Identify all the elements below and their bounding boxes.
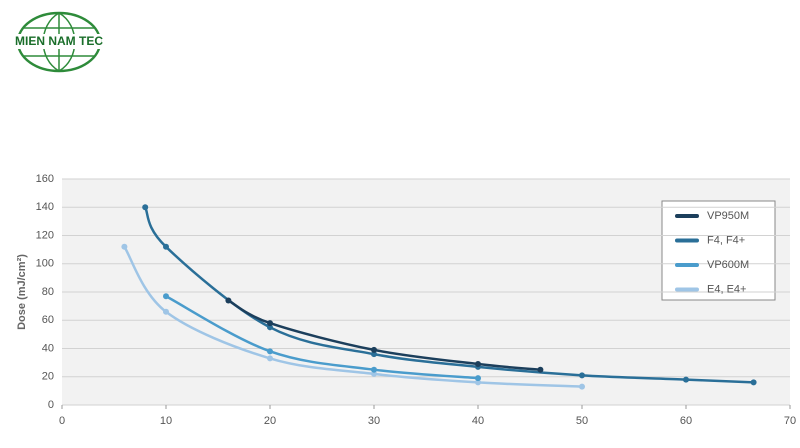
x-tick-label: 40 bbox=[472, 415, 484, 427]
y-tick-label: 0 bbox=[48, 399, 54, 411]
y-tick-label: 140 bbox=[36, 201, 54, 213]
x-tick-label: 0 bbox=[59, 415, 65, 427]
data-point bbox=[371, 366, 377, 373]
data-point bbox=[267, 324, 273, 331]
series-line bbox=[165, 295, 479, 380]
data-point bbox=[121, 243, 128, 250]
data-point bbox=[163, 308, 169, 315]
x-tick-label: 70 bbox=[784, 415, 796, 427]
data-point bbox=[750, 379, 757, 386]
logo-text: MIEN NAM TEC bbox=[15, 34, 103, 48]
data-point bbox=[537, 366, 544, 373]
legend-label: VP950M bbox=[707, 210, 749, 222]
data-point bbox=[163, 243, 169, 250]
logo-band bbox=[17, 34, 101, 49]
x-tick-label: 20 bbox=[264, 415, 276, 427]
y-tick-label: 20 bbox=[42, 371, 54, 383]
y-tick-label: 100 bbox=[36, 258, 54, 270]
data-point bbox=[475, 375, 481, 382]
data-point bbox=[371, 346, 377, 353]
data-point bbox=[267, 355, 273, 362]
y-tick-label: 60 bbox=[42, 314, 54, 326]
x-tick-label: 10 bbox=[160, 415, 172, 427]
x-tick-label: 60 bbox=[680, 415, 692, 427]
data-point bbox=[225, 297, 232, 304]
series-line bbox=[144, 206, 754, 384]
data-point bbox=[267, 348, 273, 355]
data-point bbox=[475, 379, 481, 386]
y-axis-label: Dose (mJ/cm²) bbox=[16, 254, 28, 330]
x-tick-label: 30 bbox=[368, 415, 380, 427]
legend-label: F4, F4+ bbox=[707, 234, 745, 246]
data-point bbox=[371, 351, 377, 358]
data-point bbox=[371, 370, 377, 377]
data-point bbox=[475, 361, 481, 368]
data-point bbox=[579, 383, 585, 390]
legend-label: E4, E4+ bbox=[707, 283, 746, 295]
data-point bbox=[683, 376, 689, 383]
x-tick-label: 50 bbox=[576, 415, 588, 427]
data-point bbox=[267, 320, 273, 327]
data-point bbox=[163, 293, 169, 300]
y-tick-label: 160 bbox=[36, 173, 54, 185]
y-tick-label: 120 bbox=[36, 229, 54, 241]
y-tick-label: 40 bbox=[42, 342, 54, 354]
data-point bbox=[142, 204, 149, 211]
y-tick-label: 80 bbox=[42, 286, 54, 298]
data-point bbox=[579, 372, 585, 379]
logo: MIEN NAM TEC bbox=[15, 11, 103, 73]
legend-label: VP600M bbox=[707, 259, 749, 271]
